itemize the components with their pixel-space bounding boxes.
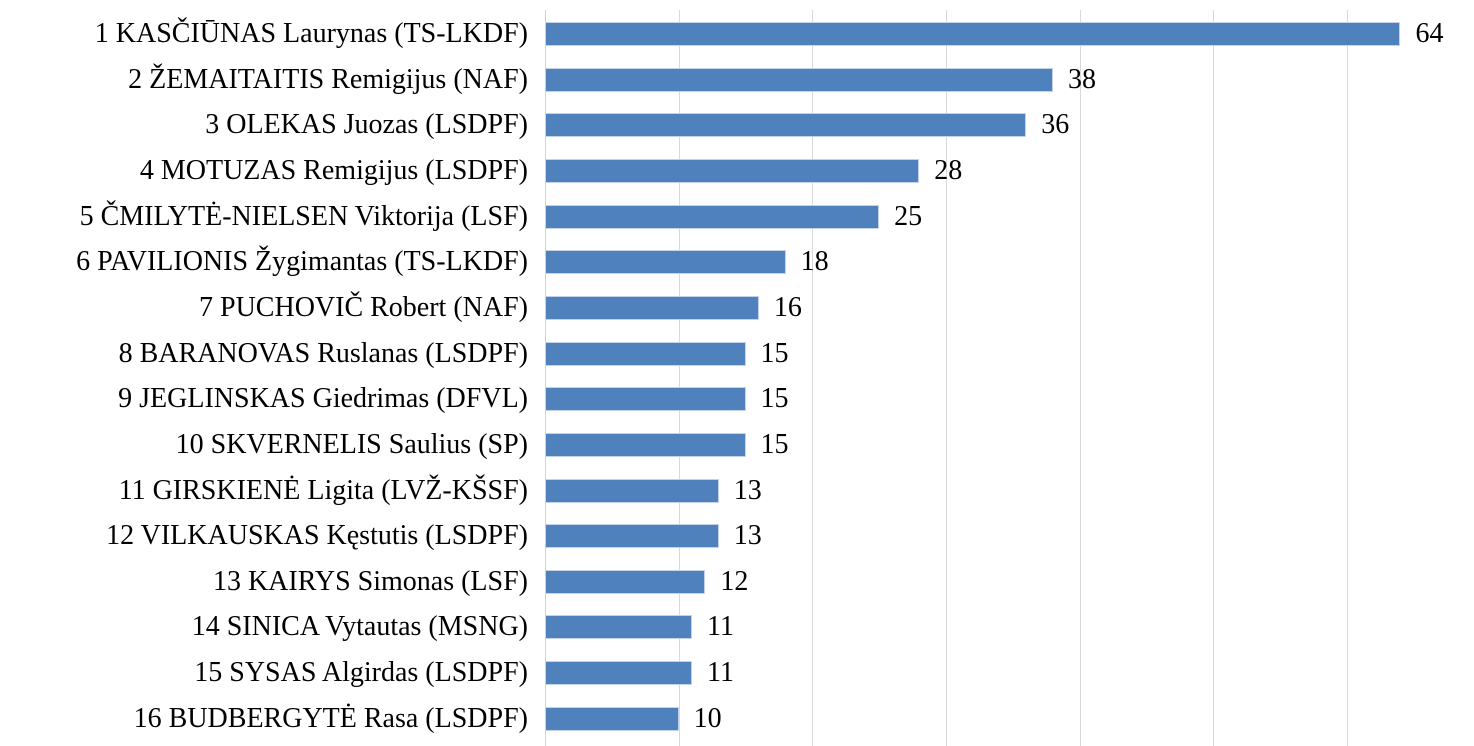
value-label: 12 xyxy=(720,565,749,597)
category-label: 13 KAIRYS Simonas (LSF) xyxy=(212,565,528,597)
bar xyxy=(545,615,693,640)
value-label: 25 xyxy=(894,200,923,232)
value-label: 13 xyxy=(733,520,762,552)
bar xyxy=(545,387,746,412)
bar xyxy=(545,432,746,457)
bar xyxy=(545,295,759,320)
bar xyxy=(545,67,1053,92)
bar xyxy=(545,113,1027,138)
gridline-x-20 xyxy=(812,10,814,746)
category-label: 2 ŽEMAITAITIS Remigijus (NAF) xyxy=(128,63,528,95)
bar xyxy=(545,250,786,275)
category-label: 9 JEGLINSKAS Giedrimas (DFVL) xyxy=(118,383,528,415)
value-label: 16 xyxy=(773,291,802,323)
value-label: 18 xyxy=(800,246,829,278)
category-label: 15 SYSAS Algirdas (LSDPF) xyxy=(194,657,528,689)
category-label: 12 VILKAUSKAS Kęstutis (LSDPF) xyxy=(106,520,528,552)
value-label: 15 xyxy=(760,337,789,369)
category-label: 4 MOTUZAS Remigijus (LSDPF) xyxy=(139,154,528,186)
bar xyxy=(545,478,719,503)
value-label: 64 xyxy=(1415,18,1444,49)
category-label: 3 OLEKAS Juozas (LSDPF) xyxy=(205,109,528,141)
bar xyxy=(545,706,679,731)
gridline-x-30 xyxy=(946,10,947,746)
category-label: 6 PAVILIONIS Žygimantas (TS-LKDF) xyxy=(76,246,528,278)
category-label: 16 BUDBERGYTĖ Rasa (LSDPF) xyxy=(133,702,528,734)
bar xyxy=(545,22,1401,46)
bar xyxy=(545,569,706,594)
gridline-x-50 xyxy=(1213,10,1215,746)
value-label: 11 xyxy=(707,657,734,689)
bar xyxy=(545,158,920,183)
value-label: 15 xyxy=(760,428,789,460)
y-axis-line xyxy=(545,10,546,746)
category-label: 7 PUCHOVIČ Robert (NAF) xyxy=(199,291,528,323)
category-label: 10 SKVERNELIS Saulius (SP) xyxy=(175,428,528,460)
gridline-x-10 xyxy=(678,10,680,746)
bar xyxy=(545,204,880,229)
value-label: 10 xyxy=(693,702,722,734)
category-label: 11 GIRSKIENĖ Ligita (LVŽ-KŠSF) xyxy=(118,474,528,506)
category-label: 1 KASČIŪNAS Laurynas (TS-LKDF) xyxy=(94,18,528,49)
bar xyxy=(545,524,719,549)
value-label: 15 xyxy=(760,383,789,415)
value-label: 38 xyxy=(1067,63,1096,95)
gridline-x-60 xyxy=(1347,10,1348,746)
bar xyxy=(545,341,746,366)
value-label: 36 xyxy=(1041,109,1070,141)
plot-area xyxy=(545,10,1474,746)
gridline-x-40 xyxy=(1079,10,1081,746)
value-label: 13 xyxy=(733,474,762,506)
value-label: 28 xyxy=(934,154,963,186)
category-label: 5 ČMILYTĖ-NIELSEN Viktorija (LSF) xyxy=(79,200,528,232)
value-label: 11 xyxy=(707,611,734,643)
category-label: 14 SINICA Vytautas (MSNG) xyxy=(191,611,528,643)
category-label: 8 BARANOVAS Ruslanas (LSDPF) xyxy=(118,337,528,369)
bar xyxy=(545,661,693,686)
